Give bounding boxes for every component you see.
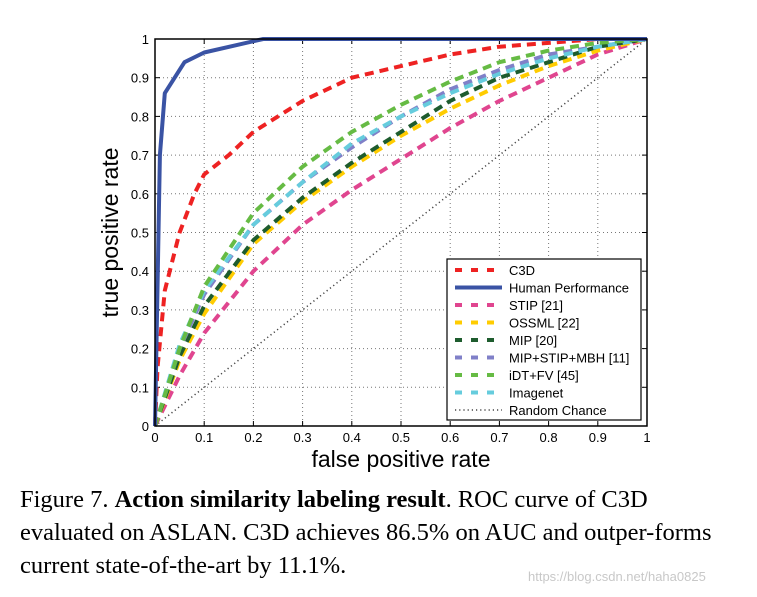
x-tick-label: 0.9	[589, 430, 607, 445]
legend-label: STIP [21]	[509, 298, 563, 313]
caption-bold-title: Action similarity labeling result	[114, 486, 446, 513]
series-line-idt-fv-45	[153, 37, 648, 427]
y-tick-label: 0	[142, 419, 149, 434]
series-line-random-chance	[154, 38, 648, 427]
caption-prefix: Figure 7.	[20, 486, 115, 513]
x-tick-label: 0.7	[490, 430, 508, 445]
x-tick-label: 0.3	[294, 430, 312, 445]
y-tick-label: 0.3	[131, 303, 149, 318]
y-tick-label: 1	[142, 32, 149, 47]
watermark: https://blog.csdn.net/haha0825	[528, 569, 706, 584]
y-tick-label: 0.8	[131, 109, 149, 124]
roc-chart: 0 0.1 0.2 0.3 0.4 0.5 0.6 0.7 0.8 0.9 1 0 0.1 0.2 0.3 0…	[97, 32, 651, 472]
x-tick-label: 0.4	[343, 430, 361, 445]
x-axis-label: false positive rate	[312, 446, 491, 472]
y-tick-label: 0.6	[131, 187, 149, 202]
y-tick-label: 0.1	[131, 380, 149, 395]
y-tick-label: 0.5	[131, 226, 149, 241]
x-tick-label: 0.2	[244, 430, 262, 445]
y-tick-label: 0.7	[131, 148, 149, 163]
legend-label: Random Chance	[509, 403, 607, 418]
y-tick-label: 0.2	[131, 342, 149, 357]
plot-frame	[154, 38, 648, 427]
x-tick-label: 0.8	[540, 430, 558, 445]
figure-caption: Figure 7. Action similarity labeling res…	[20, 483, 740, 582]
series-line-ossml-22	[153, 37, 648, 427]
x-tick-label: 1	[643, 430, 650, 445]
legend: C3D Human Performance STIP [21] OSSML [22] M…	[446, 258, 642, 421]
x-tick-label: 0	[151, 430, 158, 445]
legend-label: iDT+FV [45]	[509, 368, 579, 383]
x-tick-label: 0.6	[441, 430, 459, 445]
legend-label: MIP+STIP+MBH [11]	[509, 351, 629, 366]
x-tick-label: 0.5	[392, 430, 410, 445]
x-tick-label: 0.1	[195, 430, 213, 445]
y-tick-label: 0.9	[131, 71, 149, 86]
legend-label: MIP [20]	[509, 333, 557, 348]
legend-label: Human Performance	[509, 281, 629, 296]
legend-label: Imagenet	[509, 386, 564, 401]
series-line-c3d	[153, 37, 647, 427]
series-line-imagenet	[153, 37, 648, 427]
caption-text: . ROC curve of C3D evaluated on ASLAN. C…	[20, 486, 712, 579]
series-line-mip-20	[153, 37, 648, 427]
y-tick-label: 0.4	[131, 264, 149, 279]
legend-label: OSSML [22]	[509, 316, 579, 331]
legend-label: C3D	[509, 263, 535, 278]
series-line-stip-21	[153, 37, 648, 427]
y-axis-label: true positive rate	[97, 147, 123, 317]
